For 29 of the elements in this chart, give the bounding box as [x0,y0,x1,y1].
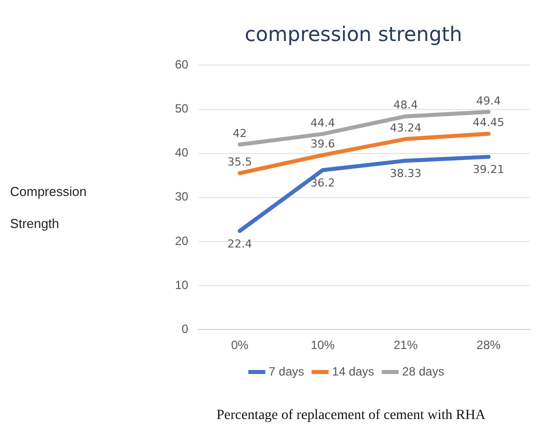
y-tick-label: 0 [182,322,189,336]
data-label: 38.33 [390,167,422,180]
y-tick-label: 60 [174,58,189,72]
data-label: 44.45 [472,116,504,130]
data-label: 22.4 [228,237,252,250]
data-label: 39.21 [472,163,504,176]
data-label: 43.24 [390,121,422,134]
y-tick-label: 50 [174,102,189,116]
x-tick-label: 10% [310,338,336,352]
x-tick-label: 0% [231,338,249,352]
data-label: 42 [232,126,247,140]
legend-label: 7 days [268,364,304,378]
x-tick-label: 28% [476,338,501,352]
data-label: 49.4 [476,94,501,108]
legend-label: 14 days [332,364,374,378]
chart-title: compression strength [244,22,464,46]
data-label: 35.5 [228,156,252,169]
data-label: 39.6 [310,137,335,150]
data-label: 48.4 [393,98,418,112]
x-axis-title: Percentage of replacement of cement with RHA [215,408,486,424]
y-tick-label: 20 [174,234,189,248]
data-label: 44.4 [310,116,335,130]
y-tick-label: 40 [174,146,189,160]
y-tick-label: 10 [174,278,189,292]
data-label: 36.2 [310,176,335,190]
x-tick-label: 21% [394,338,418,352]
text: Compression Strength [10,184,87,231]
legend-label: 28 days [402,364,444,378]
y-tick-label: 30 [174,190,189,204]
